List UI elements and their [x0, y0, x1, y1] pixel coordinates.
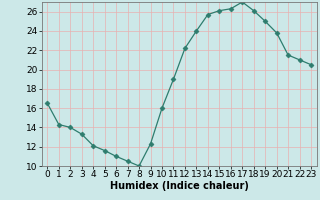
- X-axis label: Humidex (Indice chaleur): Humidex (Indice chaleur): [110, 181, 249, 191]
